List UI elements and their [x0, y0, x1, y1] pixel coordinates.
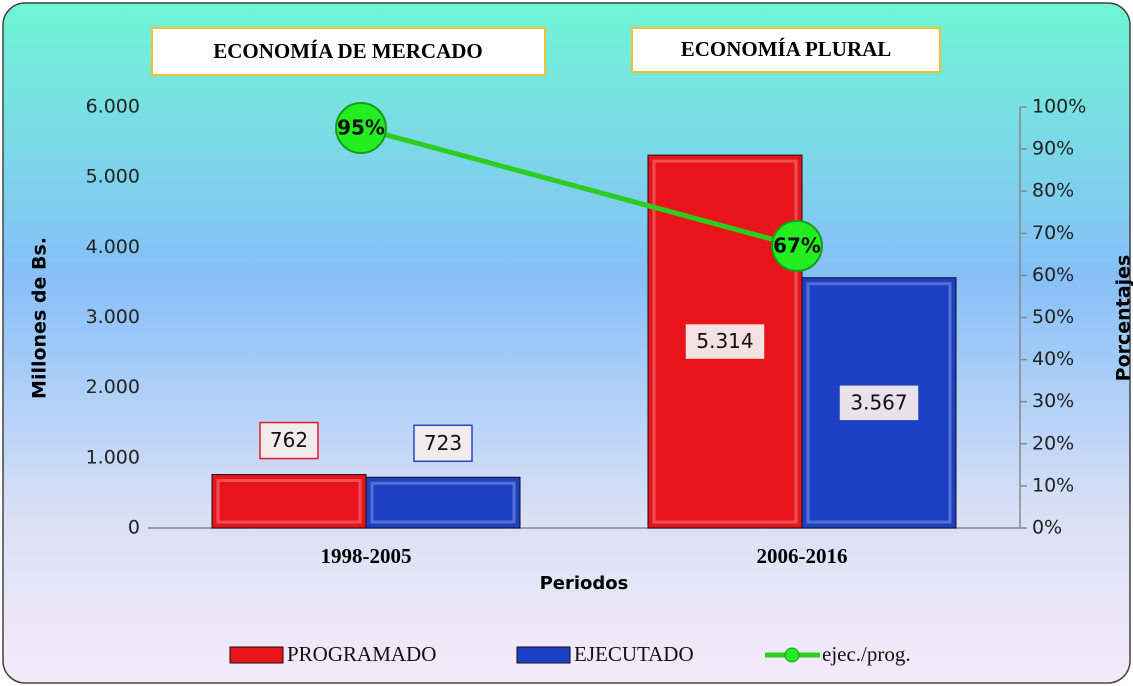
legend-label: PROGRAMADO [287, 642, 436, 666]
line-marker [771, 219, 823, 272]
y-axis-label: Millones de Bs. [29, 237, 51, 399]
x-tick-label: 2006-2016 [757, 544, 848, 568]
line-marker [335, 102, 387, 155]
data-label-box [259, 421, 319, 460]
x-axis-label: Periodos [540, 573, 629, 594]
annotation-box [151, 27, 546, 76]
y2-tick-label: 20% [1032, 432, 1074, 454]
data-label-box [838, 384, 920, 422]
legend-swatch [516, 646, 571, 664]
y2-tick-label: 100% [1032, 96, 1086, 118]
data-label-box [684, 322, 766, 361]
legend-label: ejec./prog. [822, 642, 911, 666]
y-tick-label: 5.000 [86, 166, 140, 188]
data-label: 3.567 [850, 390, 907, 414]
data-label: 5.314 [696, 329, 753, 353]
data-label: 762 [270, 428, 308, 452]
y-tick-label: 3.000 [86, 306, 140, 328]
legend-swatch [784, 647, 800, 663]
y2-tick-label: 0% [1032, 517, 1062, 539]
y2-tick-label: 60% [1032, 264, 1074, 286]
y-tick-label: 6.000 [86, 96, 140, 118]
y2-tick-label: 50% [1032, 306, 1074, 328]
line [360, 125, 798, 249]
legend-label: EJECUTADO [574, 642, 694, 666]
y-tick-label: 4.000 [86, 236, 140, 258]
data-label: 95% [337, 116, 385, 140]
bar-bevel [216, 479, 362, 524]
y2-tick-label: 90% [1032, 138, 1074, 160]
y2-tick-label: 80% [1032, 180, 1074, 202]
legend-swatch [229, 646, 284, 664]
y-tick-label: 0 [128, 517, 140, 539]
y2-tick-label: 30% [1032, 390, 1074, 412]
x-tick-label: 1998-2005 [321, 544, 412, 568]
bar [365, 476, 521, 529]
bar-bevel [652, 159, 798, 524]
data-label: 723 [424, 431, 462, 455]
y2-axis-label: Porcentajes [1113, 255, 1133, 382]
y-tick-label: 1.000 [86, 446, 140, 468]
y2-tick-label: 40% [1032, 348, 1074, 370]
data-label-box [413, 424, 473, 463]
annotation: ECONOMÍA PLURAL [681, 37, 892, 61]
bar-bevel [806, 282, 952, 524]
bar [211, 474, 367, 529]
y2-tick-label: 10% [1032, 474, 1074, 496]
annotation-box [631, 27, 941, 73]
y-tick-label: 2.000 [86, 376, 140, 398]
data-label: 67% [773, 233, 821, 257]
annotation: ECONOMÍA DE MERCADO [213, 39, 483, 63]
y2-tick-label: 70% [1032, 222, 1074, 244]
bar-bevel [370, 481, 516, 524]
